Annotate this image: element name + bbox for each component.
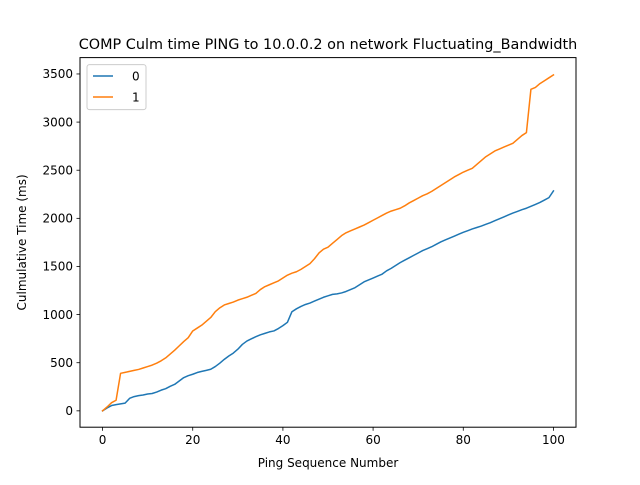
y-tick-label: 3000 xyxy=(42,115,73,129)
y-tick-label: 2000 xyxy=(42,212,73,226)
x-axis-label: Ping Sequence Number xyxy=(258,456,399,470)
series-layer xyxy=(101,73,555,412)
x-tick-label: 100 xyxy=(542,433,565,447)
y-tick-label: 500 xyxy=(50,356,73,370)
legend-label-0: 0 xyxy=(132,69,140,83)
y-axis-ticks: 0 500 1000 1500 2000 2500 3000 3500 xyxy=(42,67,80,418)
x-tick-label: 0 xyxy=(99,433,107,447)
y-axis-label: Culmulative Time (ms) xyxy=(15,174,29,310)
x-axis-ticks: 0 20 40 60 80 100 xyxy=(99,427,565,447)
legend: 01 xyxy=(86,64,147,111)
chart-title: COMP Culm time PING to 10.0.0.2 on netwo… xyxy=(79,37,578,53)
y-tick-label: 1500 xyxy=(42,260,73,274)
x-tick-label: 80 xyxy=(456,433,471,447)
series-line-0 xyxy=(101,189,555,412)
x-tick-label: 40 xyxy=(275,433,290,447)
y-tick-label: 2500 xyxy=(42,163,73,177)
axes-frame xyxy=(79,57,577,428)
series-line-1 xyxy=(101,73,555,412)
y-tick-label: 3500 xyxy=(42,67,73,81)
y-tick-label: 0 xyxy=(65,404,73,418)
x-tick-label: 20 xyxy=(185,433,200,447)
legend-label-1: 1 xyxy=(132,90,140,104)
x-tick-label: 60 xyxy=(365,433,380,447)
y-tick-label: 1000 xyxy=(42,308,73,322)
